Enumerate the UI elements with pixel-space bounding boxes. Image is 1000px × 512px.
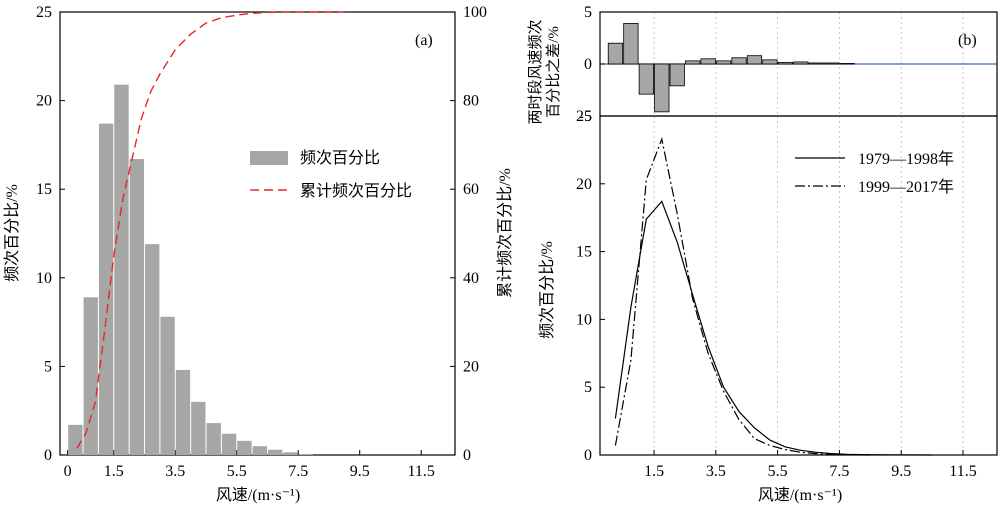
panel-b-bottom-xlabel: 风速/(m·s⁻¹) (758, 486, 842, 504)
bb-y-tick-label-4: 20 (576, 176, 592, 193)
bt-y-tick-label-1: 0 (584, 56, 592, 73)
panel-a-y2-ticks: 0 20 40 60 80 100 (450, 4, 487, 464)
bar-a-2 (98, 123, 114, 456)
bb-y-tick-label-5: 25 (576, 108, 592, 125)
bar-a-5 (145, 244, 160, 455)
series-line-1999-2017 (614, 136, 871, 456)
panel-b-top: -5 0 5 (b) 两时段风速频次 百分比之差/% (527, 4, 998, 125)
bar-b-diff-13 (808, 62, 824, 65)
bb-x-tick-label-4: 9.5 (891, 463, 911, 480)
panel-b-top-ylabel-line2: 百分比之差/% (545, 26, 562, 118)
panel-a: 0 1.5 3.5 5.5 7.5 9.5 11.5 0 5 10 15 20 25 0 20 40 60 8… (3, 4, 514, 504)
a-y-tick-label-4: 20 (36, 93, 52, 110)
a-x-tick-label-3: 5.5 (227, 463, 247, 480)
panel-b-bottom-y-ticks: 0 5 10 15 20 25 (576, 108, 605, 464)
panel-b-top-ylabel-line1: 两时段风速频次 (527, 19, 544, 124)
bar-b-diff-15 (839, 63, 855, 65)
a-y-tick-label-1: 5 (44, 358, 52, 375)
panel-b-bottom-frame (599, 115, 998, 456)
bar-b-diff-14 (824, 62, 840, 65)
a-y-tick-label-2: 10 (36, 270, 52, 287)
bb-x-tick-label-2: 5.5 (768, 463, 788, 480)
bar-b-diff-11 (777, 62, 793, 65)
bb-y-tick-label-3: 15 (576, 244, 592, 261)
panel-a-xlabel: 风速/(m·s⁻¹) (216, 486, 300, 504)
panel-a-y2label: 累计频次百分比/% (496, 168, 514, 298)
a-x-tick-label-6: 11.5 (407, 463, 434, 480)
bar-a-0 (68, 424, 83, 455)
panel-b-bottom-grid (653, 116, 964, 455)
bar-a-4 (129, 159, 145, 456)
a-x-tick-label-4: 7.5 (288, 463, 308, 480)
panel-b-label: (b) (958, 32, 977, 49)
bb-y-tick-label-2: 10 (576, 311, 592, 328)
bar-a-10 (221, 433, 237, 455)
a-y-tick-label-3: 15 (36, 181, 52, 198)
panel-a-y-ticks: 0 5 10 15 20 25 (36, 4, 65, 464)
a-x-tick-label-2: 3.5 (165, 463, 185, 480)
bar-b-diff-5 (685, 60, 701, 65)
bar-b-diff-4 (669, 63, 685, 87)
bar-a-7 (175, 369, 191, 455)
bar-a-14 (283, 452, 298, 455)
bb-x-tick-label-3: 7.5 (829, 463, 849, 480)
panel-b-top-y-ticks: -5 0 5 (579, 4, 605, 125)
bar-a-13 (267, 449, 283, 455)
a-y2-tick-label-3: 60 (463, 181, 479, 198)
a-y2-tick-label-1: 20 (463, 358, 479, 375)
legend-label-1999-2017: 1999—2017年 (858, 178, 954, 196)
bar-b-diff-8 (731, 57, 747, 65)
legend-label-cumulative: 累计频次百分比 (300, 182, 412, 200)
a-y2-tick-label-0: 0 (463, 447, 471, 464)
bb-x-tick-label-0: 1.5 (644, 463, 664, 480)
bar-a-6 (160, 316, 175, 455)
a-x-tick-label-0: 0 (64, 463, 72, 480)
a-y2-tick-label-5: 100 (463, 4, 487, 21)
bar-a-15 (298, 454, 314, 455)
bt-y-tick-label-2: 5 (584, 4, 592, 21)
bar-a-1 (83, 297, 98, 455)
a-y-tick-label-5: 25 (36, 4, 52, 21)
bar-b-diff-1 (623, 23, 639, 65)
panel-a-label: (a) (415, 32, 433, 49)
legend-label-1979-1998: 1979—1998年 (858, 150, 954, 168)
a-y2-tick-label-2: 40 (463, 270, 479, 287)
legend-swatch-bar (250, 151, 288, 165)
bb-y-tick-label-0: 0 (584, 447, 592, 464)
series-line-1979-1998 (614, 200, 933, 456)
bt-y-tick-label-0: -5 (579, 108, 592, 125)
bar-b-diff-9 (746, 55, 763, 65)
bar-b-diff-10 (762, 59, 778, 65)
bb-y-tick-label-1: 5 (584, 379, 592, 396)
bar-b-diff-7 (715, 60, 732, 65)
panel-a-bars (68, 84, 314, 456)
a-x-tick-label-5: 9.5 (350, 463, 370, 480)
bb-x-tick-label-1: 3.5 (706, 463, 726, 480)
bar-b-diff-0 (607, 42, 624, 65)
legend-label-bar: 频次百分比 (300, 149, 380, 167)
panel-b-top-bars (607, 23, 855, 113)
bar-b-diff-6 (700, 58, 716, 65)
panel-b-bottom: 1.5 3.5 5.5 7.5 9.5 11.5 0 5 10 15 20 25 1979—1998… (538, 108, 998, 504)
panel-a-x-ticks: 0 1.5 3.5 5.5 7.5 9.5 11.5 (64, 450, 435, 480)
a-y2-tick-label-4: 80 (463, 93, 479, 110)
bb-x-tick-label-5: 11.5 (949, 463, 976, 480)
panel-a-cumulative-line (76, 11, 345, 449)
panel-a-ylabel: 频次百分比/% (3, 184, 21, 282)
panel-b-bottom-x-ticks: 1.5 3.5 5.5 7.5 9.5 11.5 (644, 450, 977, 480)
panel-b-bottom-legend: 1979—1998年 1999—2017年 (795, 150, 954, 196)
a-x-tick-label-1: 1.5 (104, 463, 124, 480)
bar-a-3 (114, 84, 129, 455)
bar-a-12 (252, 446, 267, 455)
bar-a-9 (206, 423, 221, 455)
panel-a-legend: 频次百分比 累计频次百分比 (250, 149, 412, 200)
bar-a-11 (237, 440, 252, 455)
bar-b-diff-3 (654, 63, 670, 113)
a-y-tick-label-0: 0 (44, 447, 52, 464)
panel-b-bottom-ylabel: 频次百分比/% (538, 241, 556, 339)
bar-a-8 (191, 401, 206, 455)
bar-b-diff-12 (793, 61, 809, 65)
bar-b-diff-2 (638, 63, 654, 95)
